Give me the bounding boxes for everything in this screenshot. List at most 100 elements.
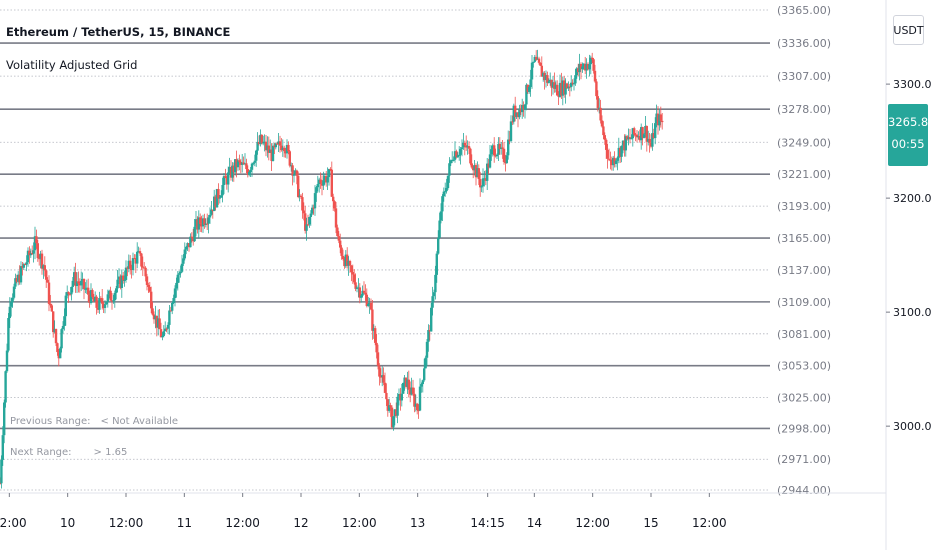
candle-body [519, 108, 522, 113]
candle-body [627, 137, 630, 140]
candle-body [659, 114, 662, 121]
time-tick-label: 12:00 [0, 516, 27, 530]
candle-body [568, 86, 571, 88]
currency-button[interactable]: USDT [893, 15, 924, 45]
candle-body [523, 104, 527, 110]
time-tick-label: 15 [643, 516, 658, 530]
candles [0, 49, 664, 489]
candle-body [263, 141, 266, 143]
candle-body [154, 315, 157, 320]
candle-body [332, 196, 335, 202]
candle-body [250, 163, 254, 170]
candle-body [313, 193, 317, 209]
candle-body [459, 149, 462, 155]
candle-body [78, 283, 81, 286]
candle-body [360, 295, 363, 298]
candle-body [11, 297, 14, 303]
candle-body [470, 163, 473, 168]
candle-body [355, 287, 359, 289]
grid-level-label: (3278.00) [777, 103, 831, 116]
candle-body [474, 165, 478, 178]
candle-body [357, 287, 360, 289]
candle-body [505, 155, 508, 164]
candle-body [91, 290, 94, 298]
candle-body [158, 318, 161, 330]
candle-body [612, 157, 615, 166]
candle-body [124, 267, 128, 280]
candle-body [277, 141, 280, 144]
candle-body [19, 266, 23, 283]
candle-body [411, 387, 415, 394]
candle-body [308, 216, 311, 225]
candle-body [515, 112, 518, 118]
time-tick-label: 13 [410, 516, 425, 530]
candle-body [70, 286, 73, 295]
right-price-axis[interactable]: 3000.00 3100.00 3200.00 3300.00 [886, 78, 932, 433]
candle-body [575, 68, 578, 76]
candle-body [354, 282, 357, 289]
candle-body [217, 189, 220, 199]
candle-body [613, 157, 616, 164]
candle-body [504, 162, 507, 164]
candle-body [379, 376, 382, 378]
candle-body [416, 403, 419, 411]
candle-body [287, 144, 290, 152]
symbol-title: Ethereum / TetherUS, 15, BINANCE [6, 25, 231, 39]
candle-body [577, 68, 580, 73]
candle-body [99, 298, 102, 300]
candle-body [385, 392, 388, 400]
candle-body [417, 410, 420, 412]
candle-body [518, 108, 521, 118]
candle-body [110, 300, 114, 302]
grid-lines [0, 9, 770, 491]
time-axis[interactable]: 12:00 10 12:00 11 12:00 12 12:00 13 14:15 14 12:00… [0, 493, 727, 530]
candle-body [428, 329, 431, 332]
candle-body [315, 187, 318, 194]
candle-body [26, 250, 30, 263]
candle-body [165, 328, 168, 330]
previous-range-label: Previous Range: [10, 416, 91, 427]
candle-body [306, 224, 310, 226]
candle-body [264, 141, 268, 151]
candle-body [242, 162, 245, 165]
candle-body [367, 304, 370, 306]
candle-body [284, 151, 287, 154]
candle-body [144, 267, 147, 277]
candle-body [540, 65, 543, 77]
candle-body [525, 84, 528, 105]
grid-level-label: (3249.00) [777, 136, 831, 149]
candle-body [87, 287, 90, 295]
candle-body [256, 141, 259, 151]
candle-body [476, 168, 479, 178]
candle-body [434, 274, 437, 293]
candle-body [285, 144, 289, 154]
candle-body [1, 435, 5, 460]
candle-body [479, 179, 482, 188]
candle-body [259, 134, 262, 144]
candle-body [171, 303, 174, 311]
candle-body [210, 209, 213, 215]
candle-body [35, 236, 38, 244]
candle-body [71, 280, 74, 287]
candle-body [514, 105, 517, 118]
candle-body [66, 292, 69, 296]
candle-body [494, 155, 497, 157]
candle-body [502, 148, 506, 163]
grid-level-labels: (3365.00) (3336.00) (3307.00) (3278.00) (324… [777, 4, 831, 497]
candle-body [584, 63, 587, 71]
candle-body [649, 142, 653, 147]
candle-body [220, 195, 223, 198]
candle-body [176, 274, 179, 283]
candle-body [560, 82, 563, 96]
time-tick-label: 12:00 [109, 516, 144, 530]
candle-body [136, 251, 139, 264]
candle-body [427, 329, 430, 342]
candle-body [539, 62, 542, 66]
candle-body [106, 294, 109, 302]
next-range-label: Next Range: [10, 447, 72, 458]
candle-body [8, 306, 11, 319]
candle-body [234, 159, 237, 173]
candle-body [320, 183, 324, 186]
candle-body [266, 145, 269, 151]
